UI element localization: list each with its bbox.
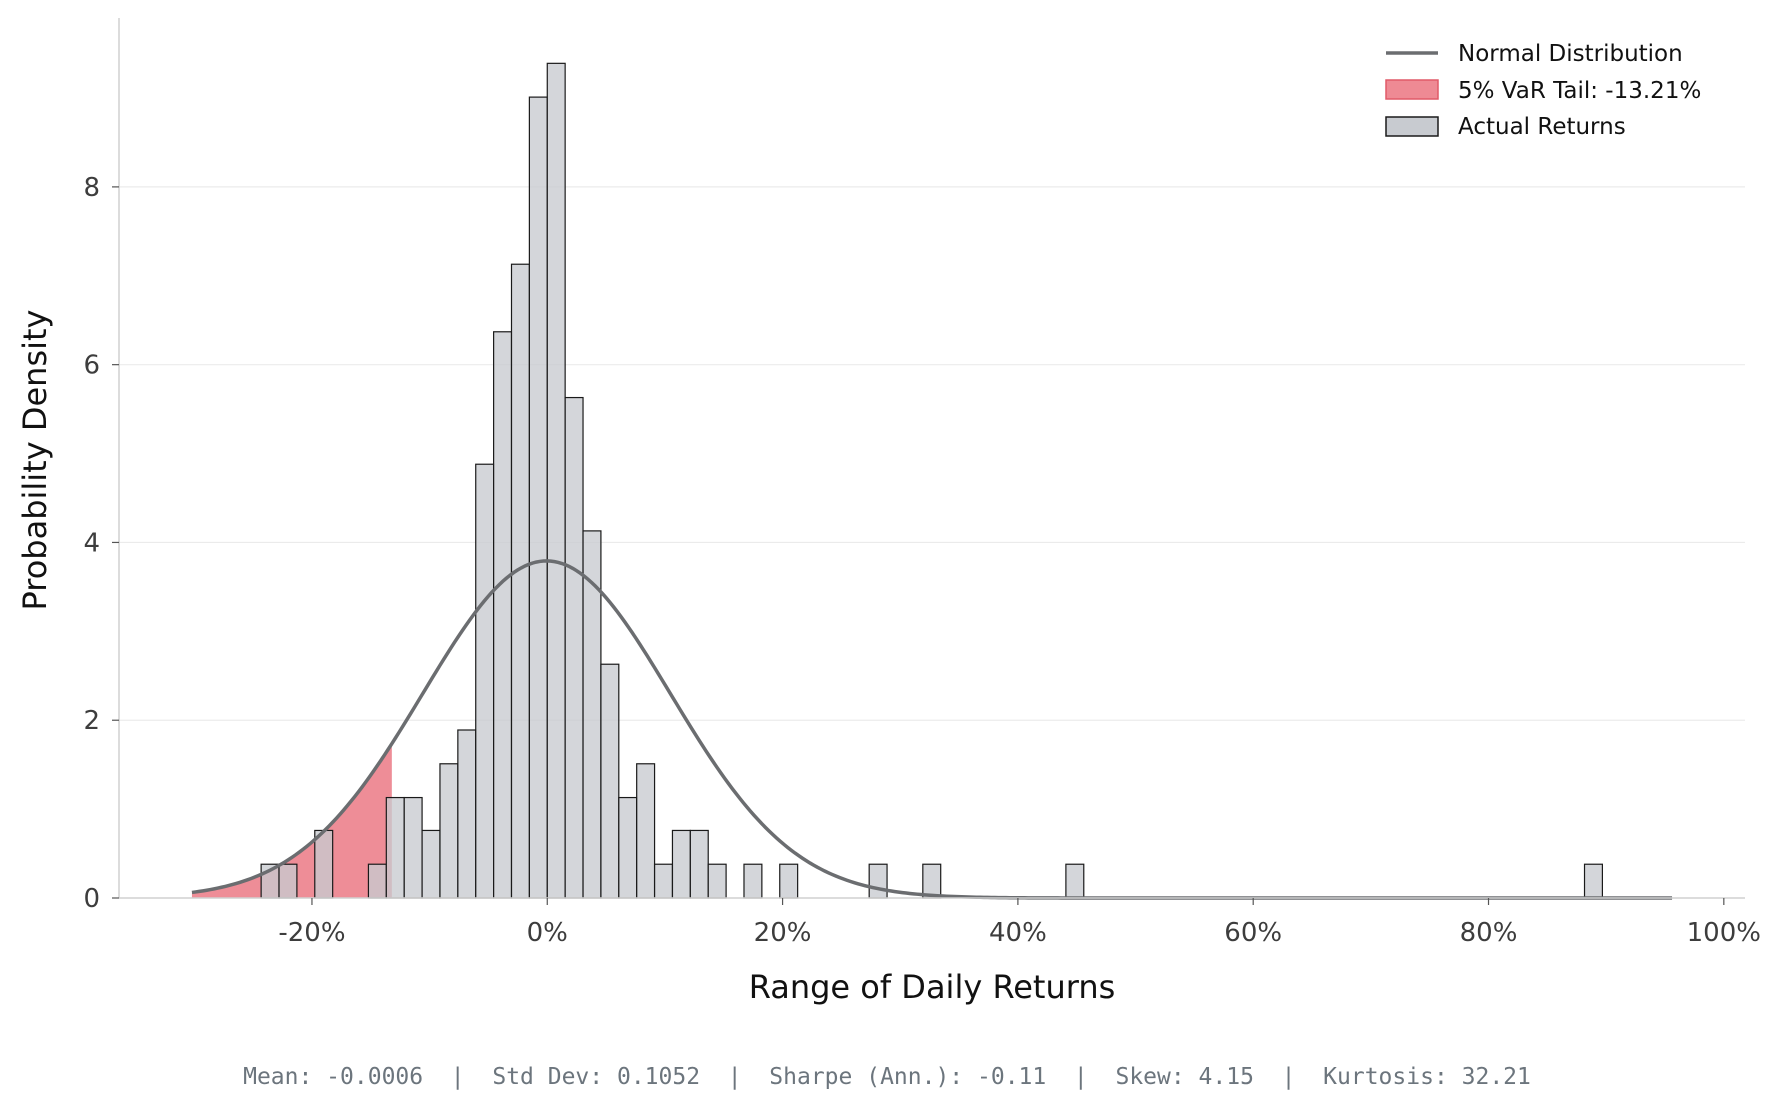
legend: Normal Distribution 5% VaR Tail: -13.21%… — [1385, 41, 1701, 140]
var-tail-fill — [191, 743, 392, 898]
histogram-bar — [582, 530, 602, 899]
y-tick-label: 4 — [83, 528, 100, 558]
histogram-bar — [475, 463, 495, 899]
histogram-bar — [510, 263, 530, 899]
histogram-bar — [564, 396, 584, 899]
histogram-bar — [367, 863, 387, 899]
grid-lines — [119, 186, 1745, 721]
y-axis-title: Probability Density — [16, 310, 54, 611]
legend-actual-swatch — [1385, 116, 1439, 137]
histogram-bar — [1065, 863, 1085, 899]
histogram-bar — [618, 796, 638, 899]
legend-var-label: 5% VaR Tail: -13.21% — [1458, 78, 1701, 104]
y-tick-label: 2 — [83, 706, 100, 736]
histogram-bar — [385, 796, 405, 899]
x-tick-label: 0% — [527, 918, 568, 948]
x-tick-label: 60% — [1224, 918, 1282, 948]
y-tick-label: 8 — [83, 173, 100, 203]
histogram-bar — [546, 62, 566, 899]
histogram-bar — [779, 863, 799, 899]
legend-var-swatch — [1385, 79, 1439, 100]
x-ticks: -20% 0% 20% 40% 60% 80% 100% — [278, 898, 1761, 948]
histogram-bar — [1583, 863, 1604, 899]
histogram-bar — [278, 863, 298, 899]
x-tick-label: 100% — [1687, 918, 1761, 948]
histogram-bar — [868, 863, 888, 899]
histogram-bar — [600, 663, 620, 899]
y-tick-label: 6 — [83, 351, 100, 381]
histogram-bar — [457, 729, 477, 899]
histogram-bar — [636, 763, 656, 899]
var-tail-area — [191, 743, 392, 898]
axes — [118, 18, 1745, 899]
x-tick-label: 40% — [989, 918, 1047, 948]
histogram-bars — [260, 62, 1604, 899]
x-tick-label: 80% — [1460, 918, 1518, 948]
histogram-bar — [403, 796, 423, 899]
stats-summary: Mean: -0.0006 | Std Dev: 0.1052 | Sharpe… — [243, 1064, 1531, 1090]
y-tick-label: 0 — [83, 884, 100, 914]
histogram-bar — [671, 829, 691, 899]
x-tick-label: 20% — [754, 918, 812, 948]
histogram-bar — [743, 863, 763, 899]
histogram-bar — [922, 863, 942, 899]
histogram-bar — [689, 829, 709, 899]
legend-normal-label: Normal Distribution — [1458, 41, 1683, 67]
x-tick-label: -20% — [278, 918, 345, 948]
histogram-bar — [528, 96, 548, 899]
x-axis-title: Range of Daily Returns — [749, 968, 1116, 1006]
y-ticks: 0 2 4 6 8 — [83, 173, 119, 914]
legend-actual-label: Actual Returns — [1458, 114, 1626, 140]
histogram-bar — [707, 863, 727, 899]
histogram-bar — [421, 829, 441, 899]
histogram-bar — [493, 331, 513, 899]
histogram-bar — [314, 829, 334, 899]
histogram-bar — [439, 763, 459, 899]
histogram-bar — [653, 863, 674, 899]
